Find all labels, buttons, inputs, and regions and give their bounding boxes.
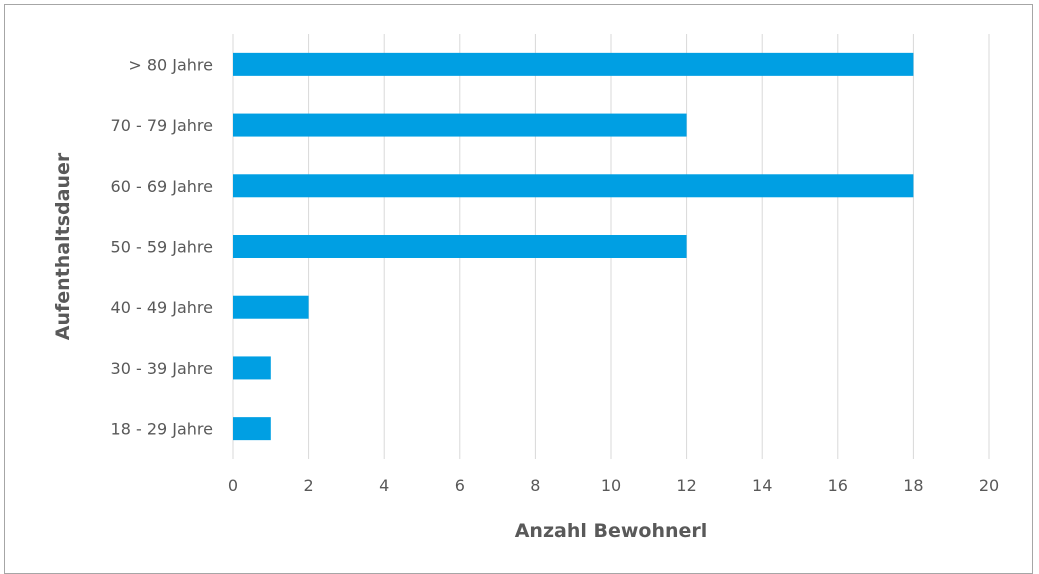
bars (233, 52, 914, 441)
x-tick-label: 4 (379, 476, 389, 495)
bar (233, 52, 914, 76)
category-label: 18 - 29 Jahre (111, 420, 213, 439)
category-label: 60 - 69 Jahre (111, 177, 213, 196)
x-axis-title: Anzahl Bewohnerl (515, 520, 708, 542)
bar (233, 356, 271, 380)
y-axis-title: Aufenthaltsdauer (52, 152, 74, 340)
x-tick-label: 0 (228, 476, 238, 495)
x-tick-label: 14 (752, 476, 772, 495)
x-tick-label: 6 (455, 476, 465, 495)
bar (233, 295, 309, 319)
x-tick-label: 10 (601, 476, 621, 495)
category-label: 40 - 49 Jahre (111, 298, 213, 317)
x-tick-label: 16 (828, 476, 848, 495)
category-label: 70 - 79 Jahre (111, 116, 213, 135)
x-tick-labels: 0 2 4 6 8 10 12 14 16 18 20 (228, 476, 999, 495)
bar (233, 113, 687, 137)
grid-lines (232, 34, 990, 459)
category-label: 30 - 39 Jahre (111, 359, 213, 378)
bar (233, 417, 271, 441)
x-tick-label: 12 (676, 476, 696, 495)
x-tick-label: 8 (530, 476, 540, 495)
category-label: > 80 Jahre (128, 55, 213, 74)
x-tick-label: 18 (903, 476, 923, 495)
x-tick-label: 2 (304, 476, 314, 495)
x-tick-label: 20 (979, 476, 999, 495)
chart-frame (4, 4, 1033, 574)
category-labels: 18 - 29 Jahre 30 - 39 Jahre 40 - 49 Jahre 5… (111, 55, 213, 438)
bar (233, 174, 914, 198)
bar (233, 235, 687, 258)
category-label: 50 - 59 Jahre (111, 238, 213, 257)
